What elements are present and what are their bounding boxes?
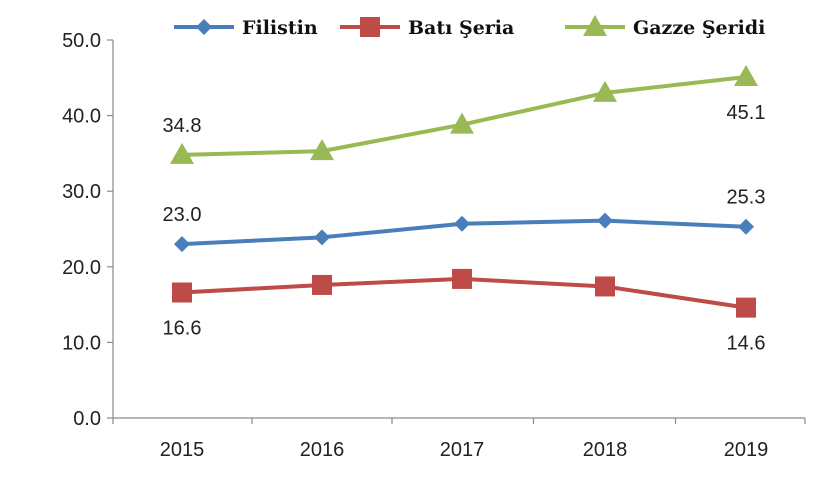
legend-label: Filistin [242,17,318,39]
series-line [181,75,747,157]
series-0: 23.0 25.3 [163,187,766,253]
x-tick-label: 2019 [724,439,769,461]
data-point [738,218,754,235]
legend-marker [196,19,212,35]
y-tick-label: 0.0 [73,408,101,430]
legend: Filistin Batı Şeria Gazze Şeridi [174,15,765,39]
series-2: 34.8 45.1 [163,65,766,164]
data-label: 34.8 [163,115,202,137]
data-label: 14.6 [727,333,766,355]
data-label: 45.1 [727,102,766,124]
data-point [736,297,756,318]
legend-marker [583,15,607,36]
y-tick-label: 10.0 [62,332,101,354]
y-tick-label: 30.0 [62,181,101,203]
legend-label: Gazze Şeridi [633,17,765,39]
x-tick-label: 2016 [300,439,345,461]
data-point [174,236,190,253]
legend-marker [360,17,380,37]
data-label: 16.6 [163,318,202,340]
data-point [593,80,617,102]
legend-item: Filistin [174,17,318,39]
legend-item: Gazze Şeridi [565,15,765,39]
x-tick-label: 2015 [160,439,205,461]
data-point [597,212,613,229]
y-tick-label: 50.0 [62,30,101,52]
data-point [314,229,330,246]
axes: 0.0 10.0 20.0 30.0 40.0 50.0 2015 2016 2017 2018 2… [62,30,806,461]
x-tick-label: 2018 [583,439,628,461]
data-point [734,65,758,87]
data-point [452,268,472,289]
y-tick-label: 20.0 [62,257,101,279]
legend-item: Batı Şeria [340,17,514,39]
data-point [172,282,192,303]
series-layer: 23.0 25.3 16.6 14.6 34.8 45.1 [163,65,766,355]
data-point [312,274,332,295]
series-1: 16.6 14.6 [163,268,766,355]
data-point [595,276,615,297]
data-point [454,215,470,232]
y-tick-label: 40.0 [62,106,101,128]
data-point [450,112,474,134]
data-label: 25.3 [727,187,766,209]
data-point [310,139,334,161]
x-tick-label: 2017 [440,439,485,461]
legend-label: Batı Şeria [408,17,514,39]
data-point [170,142,194,164]
data-label: 23.0 [163,204,202,226]
